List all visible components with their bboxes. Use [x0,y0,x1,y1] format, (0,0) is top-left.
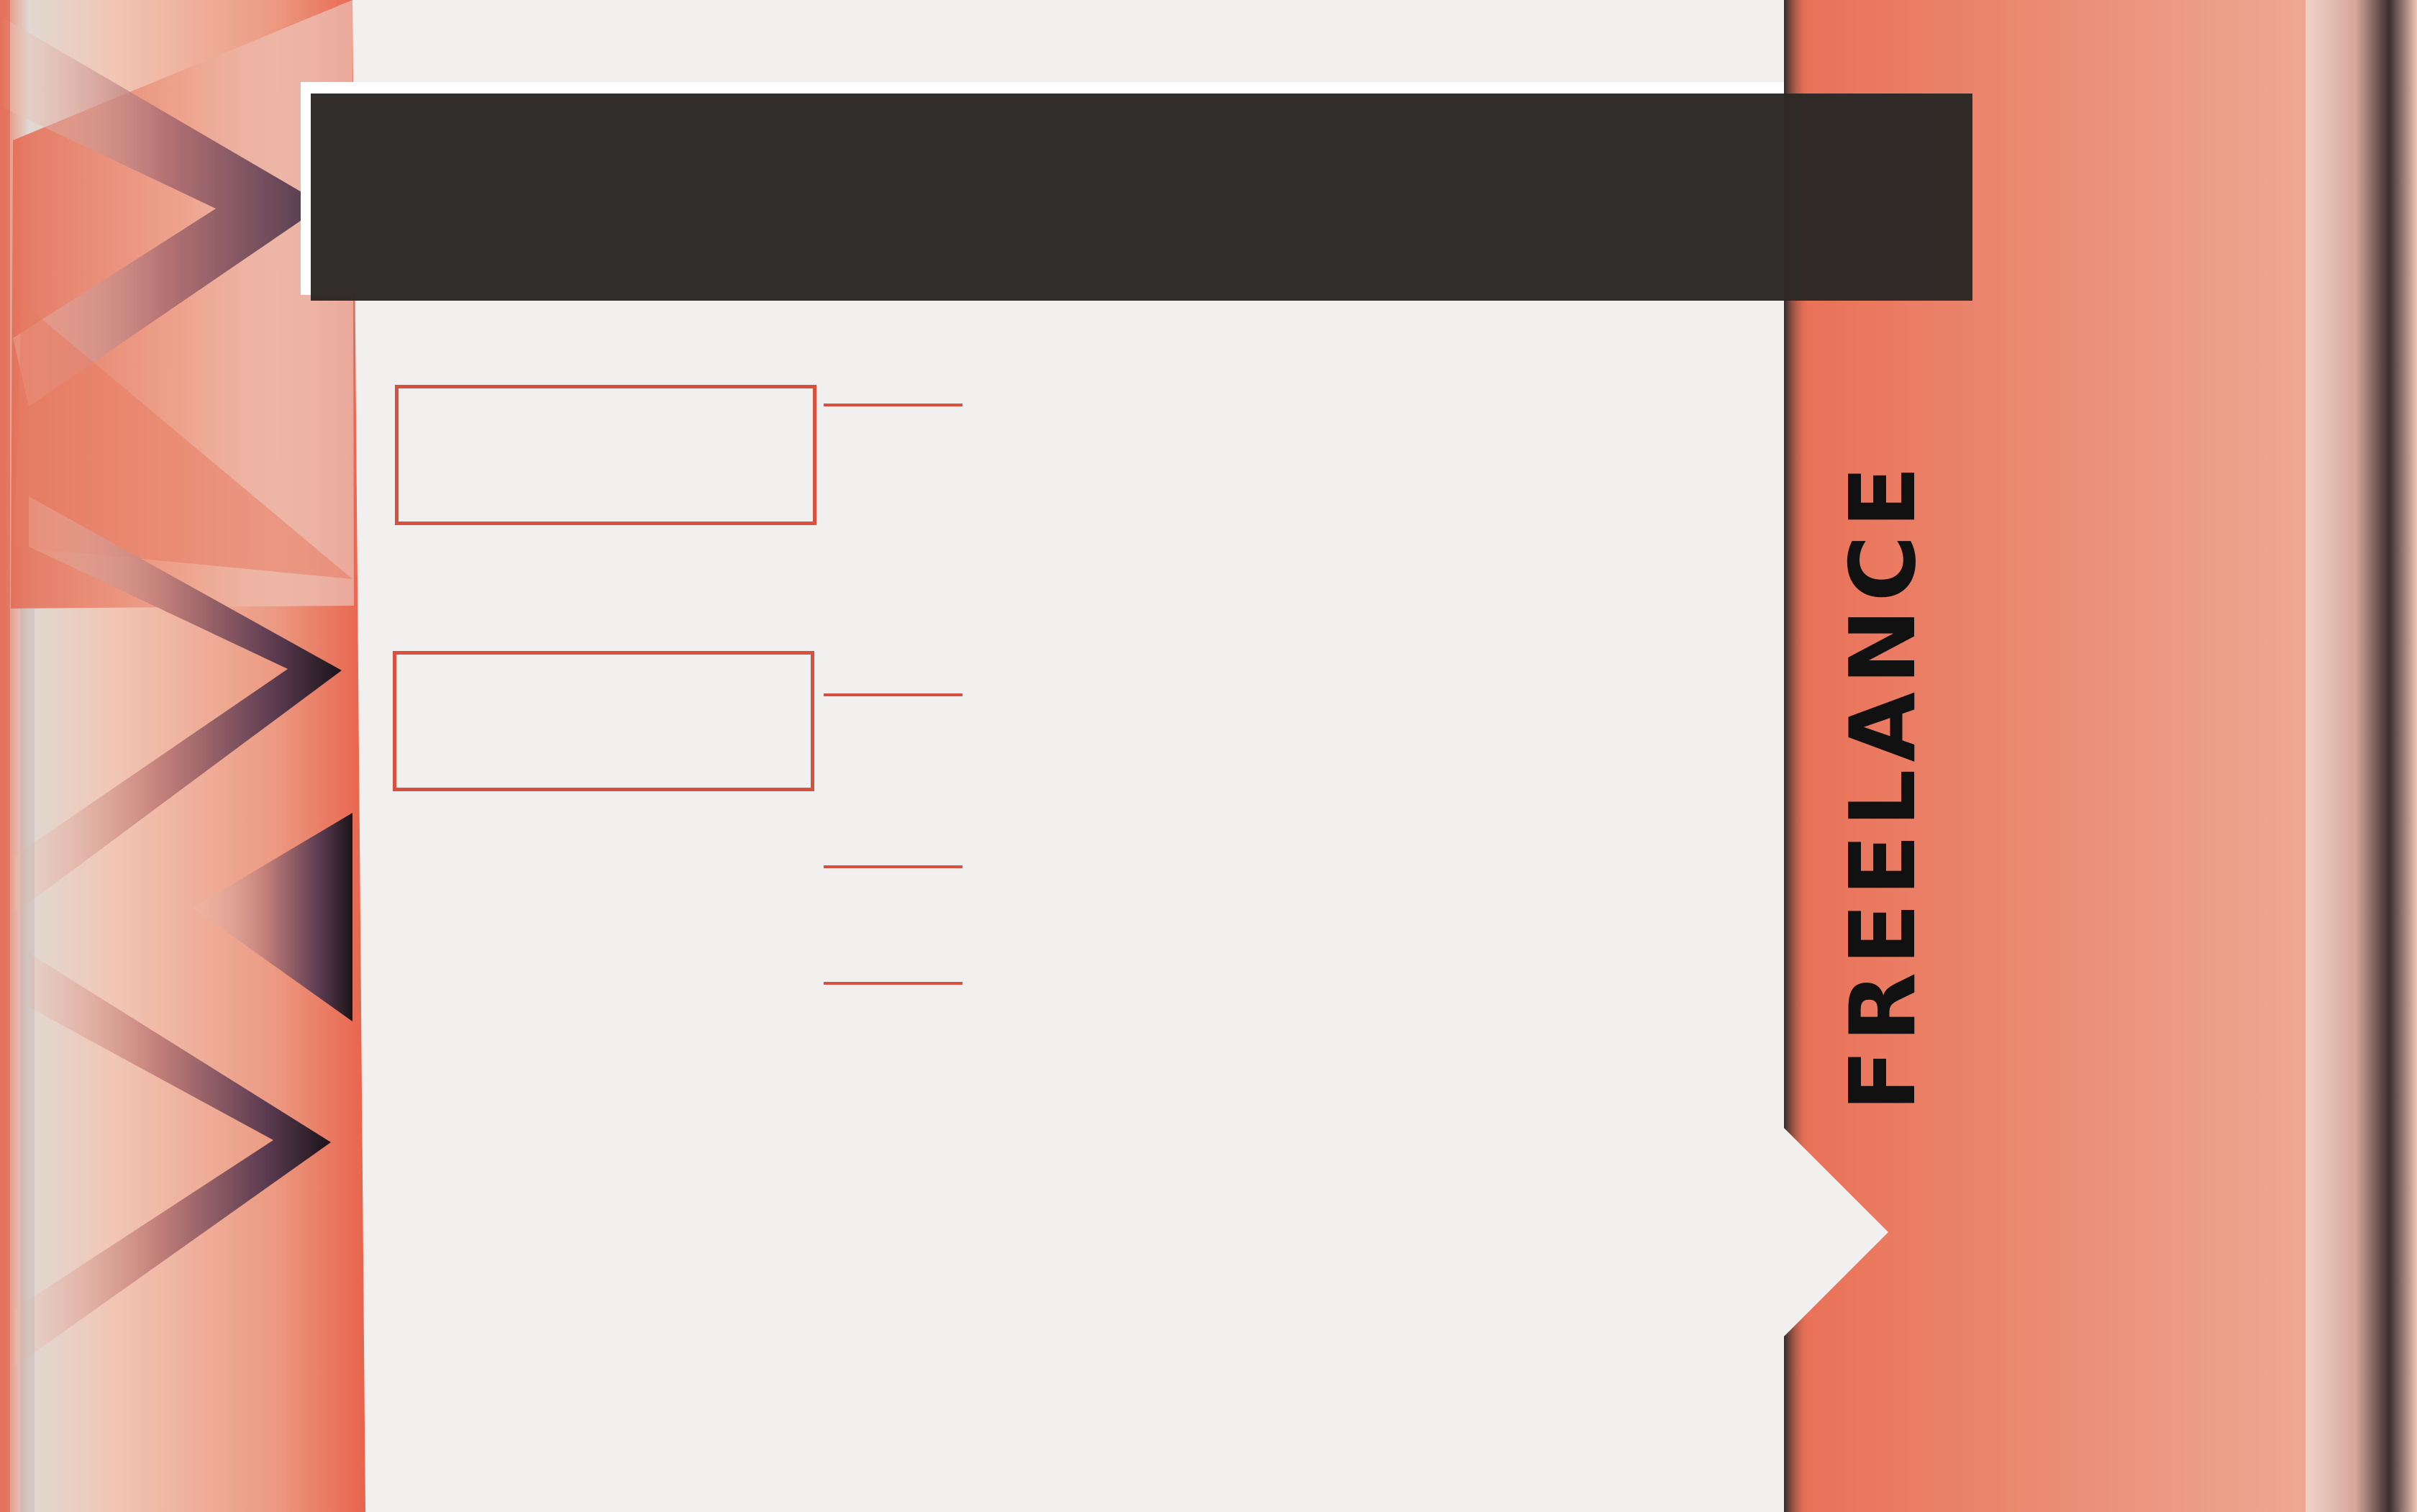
detail-line-4 [824,982,962,985]
detail-line-3 [824,865,962,868]
field-box-2 [393,651,814,791]
left-decoration [0,0,365,1512]
field-box-1 [395,385,816,525]
header-bar [311,94,1972,301]
right-side-panel [1784,0,2417,1512]
detail-line-2 [824,693,962,696]
freelance-vertical-label: FREELANCE [1830,458,1936,1111]
detail-line-1 [824,404,962,406]
